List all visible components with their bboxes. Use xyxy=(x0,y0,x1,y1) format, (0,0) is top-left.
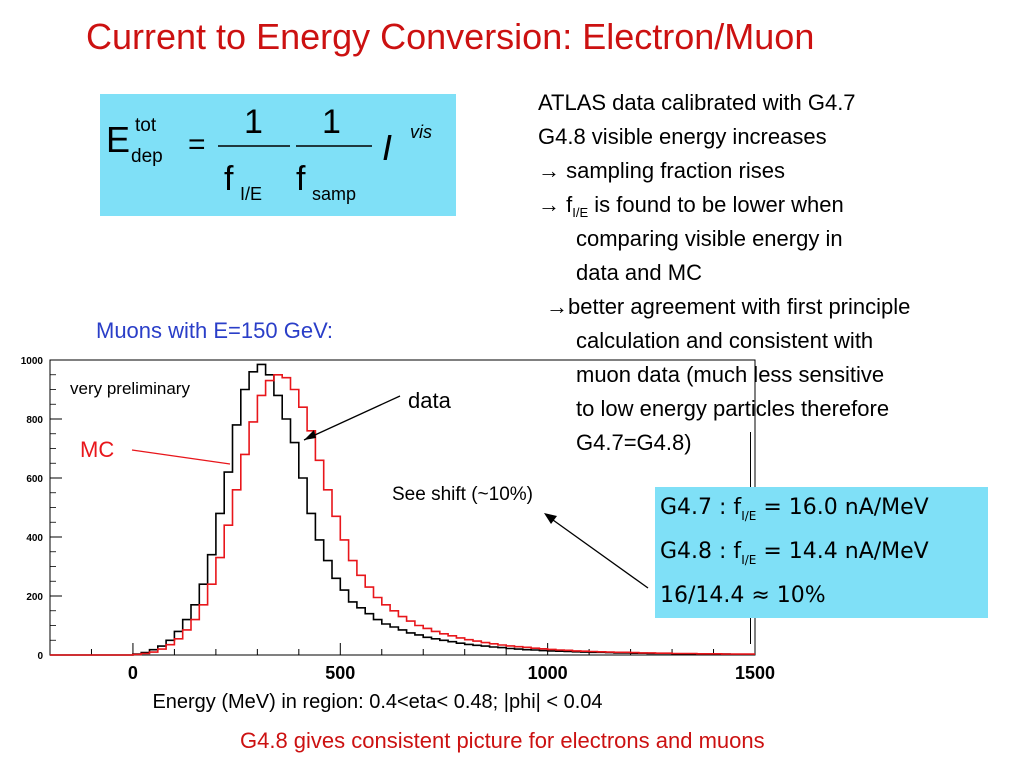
histogram-chart: 0 200 400 600 800 1000 0 500 1000 1500 Energy (MeV… xyxy=(21,356,775,713)
series-data-line xyxy=(50,363,755,656)
formula-den1-base: f xyxy=(224,160,234,198)
mc-label: MC xyxy=(80,437,114,462)
plot-frame xyxy=(49,359,756,656)
note-line: ATLAS data calibrated with G4.7 xyxy=(538,90,856,115)
shift-pointer-arrow xyxy=(545,514,649,589)
note-line: G4.8 visible energy increases xyxy=(538,124,827,149)
x-tick-label: 1000 xyxy=(528,663,568,683)
result-subscript: I/E xyxy=(741,509,757,523)
note-line: → fI/E is found to be lower when xyxy=(538,188,910,222)
result-label: G4.8 : f xyxy=(660,539,742,564)
formula-box: E tot dep = 1 f I/E 1 f samp I vis xyxy=(100,94,456,216)
note-line: calculation and consistent with xyxy=(576,328,874,353)
formula-den1-sub: I/E xyxy=(240,184,262,204)
slide-title: Current to Energy Conversion: Electron/M… xyxy=(86,16,815,57)
notes-panel: ATLAS data calibrated with G4.7 G4.8 vis… xyxy=(538,86,910,460)
formula-num2: 1 xyxy=(322,103,341,141)
result-value: = 16.0 nA/MeV xyxy=(756,495,929,520)
y-tick-label: 800 xyxy=(26,415,43,426)
note-line: data and MC xyxy=(576,260,702,285)
result-subscript: I/E xyxy=(741,553,757,567)
note-subscript: I/E xyxy=(572,205,589,220)
note-line: muon data (much less sensitive xyxy=(576,362,885,387)
formula-lhs-base: E xyxy=(106,119,130,160)
footer-conclusion: G4.8 gives consistent picture for electr… xyxy=(240,728,765,753)
shift-arrowhead xyxy=(544,513,557,524)
formula-rhs-sup: vis xyxy=(410,122,432,142)
result-box: G4.7 : fI/E = 16.0 nA/MeV G4.8 : fI/E = … xyxy=(655,487,988,618)
series-mc-line xyxy=(50,374,755,656)
result-value: = 14.4 nA/MeV xyxy=(756,539,929,564)
formula-den2-base: f xyxy=(296,160,306,198)
note-line: G4.7=G4.8) xyxy=(576,430,692,455)
formula-rhs-base: I xyxy=(382,127,392,168)
note-line: to low energy particles therefore xyxy=(576,396,890,421)
formula-svg: E tot dep = 1 f I/E 1 f samp I vis xyxy=(106,103,432,204)
x-axis-label: Energy (MeV) in region: 0.4<eta< 0.48; |… xyxy=(152,691,602,713)
y-tick-label: 0 xyxy=(37,651,43,662)
formula-den2-sub: samp xyxy=(312,184,356,204)
chart-series xyxy=(50,363,755,656)
result-label: G4.7 : f xyxy=(660,495,742,520)
result-line-ratio: 16/14.4 ≈ 10% xyxy=(660,583,826,608)
muon-label: Muons with E=150 GeV: xyxy=(96,318,334,343)
data-arrowhead xyxy=(304,430,316,440)
y-tick-label: 200 xyxy=(26,592,43,603)
mc-pointer-line xyxy=(131,449,231,465)
formula-num1: 1 xyxy=(244,103,263,141)
formula-lhs-sup: tot xyxy=(135,115,157,136)
formula-lhs-sub: dep xyxy=(131,146,163,167)
y-tick-label: 1000 xyxy=(21,356,44,367)
result-line-g48: G4.8 : fI/E = 14.4 nA/MeV xyxy=(660,539,929,567)
shift-label: See shift (~10%) xyxy=(392,484,533,505)
note-line: →better agreement with first principle xyxy=(546,294,911,319)
x-tick-label: 500 xyxy=(325,663,355,683)
preliminary-note: very preliminary xyxy=(70,379,190,398)
y-tick-label: 600 xyxy=(26,474,43,485)
formula-equals: = xyxy=(188,128,206,161)
note-line: comparing visible energy in xyxy=(576,226,843,251)
x-tick-label: 1500 xyxy=(735,663,775,683)
chart-axes: 0 200 400 600 800 1000 0 500 1000 1500 Energy (MeV… xyxy=(21,356,775,713)
note-line: → sampling fraction rises xyxy=(538,158,785,183)
y-tick-label: 400 xyxy=(26,533,43,544)
chart-annotations: very preliminary data MC See shift (~10%) xyxy=(70,379,649,589)
data-pointer-arrow xyxy=(303,395,401,441)
data-label: data xyxy=(408,388,452,413)
result-line-g47: G4.7 : fI/E = 16.0 nA/MeV xyxy=(660,495,929,523)
x-tick-label: 0 xyxy=(128,663,138,683)
note-text: is found to be lower when xyxy=(588,192,844,217)
note-arrow-f: → f xyxy=(538,192,573,217)
